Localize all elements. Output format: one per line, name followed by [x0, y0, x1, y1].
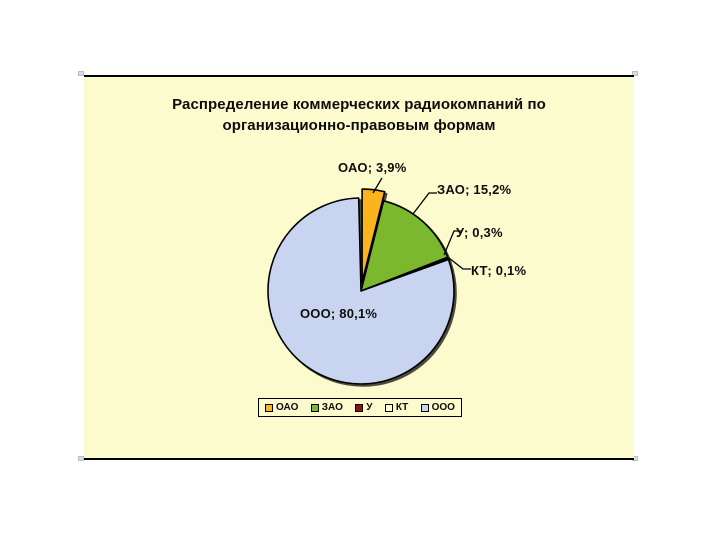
callout-line-zao	[412, 192, 437, 215]
legend-item: КТ	[384, 402, 409, 413]
pie-chart[interactable]	[84, 77, 634, 458]
legend-item: ЗАО	[310, 402, 343, 413]
legend-swatch-icon	[265, 403, 273, 412]
legend-label: КТ	[395, 402, 409, 413]
data-label-kt: КТ; 0,1%	[471, 263, 527, 278]
legend-swatch-icon	[310, 403, 319, 412]
line-handle[interactable]	[632, 71, 638, 76]
data-label-ooo: ООО; 80,1%	[300, 306, 378, 321]
pie-slice-4[interactable]	[267, 197, 455, 385]
legend-swatch-icon	[420, 403, 429, 412]
legend-label: ОАО	[276, 402, 299, 413]
pie-slices	[267, 188, 455, 385]
legend-label: ООО	[431, 402, 455, 413]
legend-item: У	[355, 402, 372, 413]
data-label-u: У; 0,3%	[456, 225, 503, 240]
legend-item: ООО	[420, 402, 455, 413]
legend-label: У	[366, 402, 373, 413]
chart-title-line2: организационно-правовым формам	[222, 117, 496, 134]
legend-swatch-icon	[355, 403, 364, 412]
slide-canvas: Распределение коммерческих радиокомпаний…	[84, 75, 634, 460]
data-label-zao: ЗАО; 15,2%	[437, 182, 512, 197]
chart-title-line1: Распределение коммерческих радиокомпаний…	[172, 96, 546, 113]
callout-line-oao	[372, 177, 383, 194]
pie-slice-1[interactable]	[360, 200, 449, 292]
legend-swatch-icon	[384, 403, 393, 412]
legend-label: ЗАО	[321, 402, 343, 413]
legend[interactable]: ОАО ЗАО У КТ ООО	[258, 398, 462, 417]
line-handle[interactable]	[78, 456, 84, 461]
chart-title: Распределение коммерческих радиокомпаний…	[84, 94, 634, 136]
pie-slice-0[interactable]	[361, 188, 386, 283]
callout-line-kt	[448, 257, 471, 270]
callout-line-u	[443, 230, 462, 256]
legend-item: ОАО	[265, 402, 298, 413]
line-handle[interactable]	[78, 71, 84, 76]
callout-lines	[372, 177, 471, 270]
data-label-oao: ОАО; 3,9%	[338, 160, 407, 175]
